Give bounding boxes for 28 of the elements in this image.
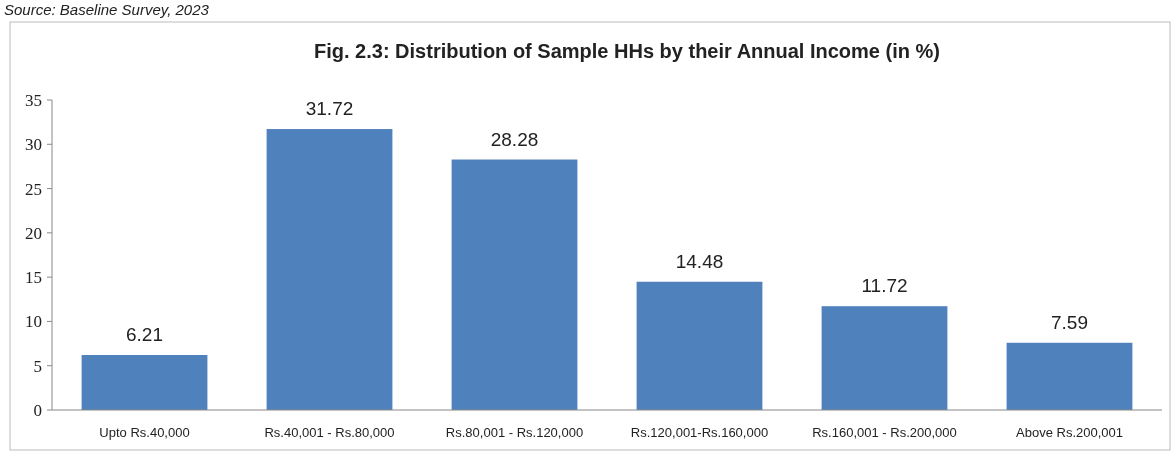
x-tick-label: Rs.40,001 - Rs.80,000 [264, 425, 395, 440]
data-label: 31.72 [305, 98, 354, 120]
y-tick-label: 25 [25, 179, 42, 199]
chart-title: Fig. 2.3: Distribution of Sample HHs by their Annual Income (in %) [314, 40, 940, 62]
bar [821, 306, 948, 410]
bar [266, 129, 393, 410]
x-tick-label: Rs.160,001 - Rs.200,000 [812, 425, 957, 440]
y-tick-label: 35 [25, 90, 42, 110]
data-label: 7.59 [1051, 311, 1088, 333]
data-label: 28.28 [490, 128, 539, 150]
y-tick-label: 30 [25, 135, 42, 155]
data-label: 11.72 [861, 275, 908, 297]
x-tick-label: Upto Rs.40,000 [99, 425, 190, 440]
y-tick-label: 5 [33, 356, 42, 376]
y-tick-label: 10 [25, 312, 42, 332]
source-note: Source: Baseline Survey, 2023 [4, 1, 210, 18]
x-tick-label: Above Rs.200,001 [1016, 425, 1123, 440]
y-tick-label: 20 [25, 223, 42, 243]
y-tick-label: 15 [25, 268, 42, 288]
x-tick-label: Rs.80,001 - Rs.120,000 [445, 425, 584, 440]
data-label: 14.48 [675, 250, 724, 272]
y-tick-label: 0 [33, 400, 42, 420]
data-label: 6.21 [126, 324, 163, 345]
x-tick-label: Rs.120,001-Rs.160,000 [630, 425, 769, 440]
bar [81, 355, 208, 410]
bar [636, 281, 763, 410]
bar [1006, 342, 1133, 410]
bar [451, 159, 578, 410]
